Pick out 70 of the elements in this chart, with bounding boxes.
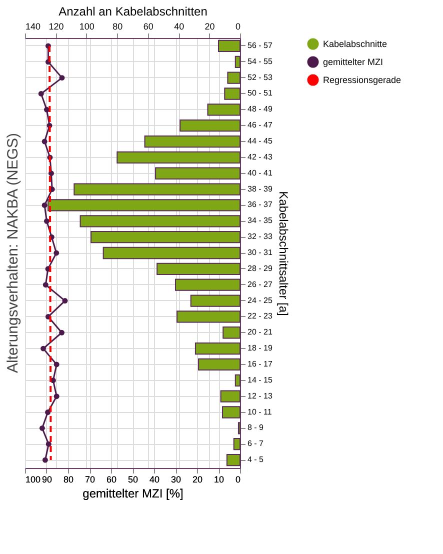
x-tick-label: 20 [192, 474, 203, 484]
x-tick-label: 70 [84, 474, 96, 484]
point [62, 298, 68, 304]
point [44, 218, 50, 224]
y-tick-label: 26 - 27 [248, 280, 273, 289]
legend-label: Kabelabschnitte [323, 39, 388, 49]
point [42, 457, 48, 463]
point [42, 202, 48, 208]
y-tick-label: 28 - 29 [248, 264, 273, 273]
x-tick-label: 90 [42, 474, 52, 484]
x-tick-label: 80 [63, 474, 74, 484]
point [54, 394, 60, 400]
point [45, 410, 51, 415]
y-tick-label: 52 - 53 [248, 72, 273, 82]
y-axis-title: Kabelabschnittsalter [a] [276, 191, 290, 316]
x2-axis-title: Anzahl an Kabelabschnitten [58, 4, 208, 18]
legend-label: gemittelter MZI [323, 57, 384, 67]
y-tick-label: 40 - 41 [248, 168, 273, 178]
y-tick-label: 46 - 47 [248, 120, 273, 130]
legend-label: Regressionsgerade [323, 75, 402, 85]
point [59, 330, 65, 336]
y-tick-label: 30 - 31 [248, 248, 273, 257]
y-tick-label: 42 - 43 [248, 152, 273, 162]
y-tick-label: 44 - 45 [248, 136, 273, 146]
point [59, 75, 65, 81]
point [42, 138, 48, 144]
x-tick-label: 0 [235, 474, 240, 484]
point [39, 425, 45, 431]
y-tick-label: 18 - 19 [248, 344, 273, 353]
point [38, 91, 44, 96]
x2-tick-label: 60 [143, 22, 154, 32]
y-tick-label: 10 - 11 [248, 407, 272, 416]
y-tick-label: 4 - 5 [248, 455, 264, 464]
y-tick-label: 32 - 33 [248, 232, 273, 242]
text: Alterungsverhalten: NAKBA (NEGS) [4, 132, 22, 374]
x2-tick-label: 40 [174, 22, 184, 32]
x-tick-label: 50 [128, 474, 138, 484]
y-tick-label: 48 - 49 [248, 104, 273, 114]
point [40, 346, 46, 352]
y-tick-label: 50 - 51 [248, 88, 273, 98]
y-tick-label: 24 - 25 [248, 296, 273, 305]
y-tick-label: 16 - 17 [248, 359, 273, 368]
y-tick-label: 56 - 57 [248, 40, 273, 50]
x2-tick-label: 20 [204, 22, 215, 32]
point [54, 362, 60, 368]
x2-tick-label: 120 [48, 22, 64, 32]
x2-tick-label: 100 [79, 22, 94, 32]
x-tick-label: 10 [214, 474, 224, 484]
x-axis-title: gemittelter MZI [%] [82, 486, 184, 500]
point [46, 441, 52, 447]
y-tick-label: 38 - 39 [248, 184, 273, 194]
y-tick-label: 20 - 21 [248, 328, 273, 337]
x-tick-label: 60 [106, 474, 117, 484]
point [42, 282, 48, 288]
y-tick-label: 22 - 23 [248, 312, 273, 321]
x2-tick-label: 80 [112, 22, 123, 32]
y-tick-label: 14 - 15 [248, 375, 273, 384]
y-tick-label: 36 - 37 [248, 200, 273, 210]
x-tick-label: 100 [26, 474, 41, 484]
y-tick-label: 54 - 55 [248, 56, 273, 66]
x-tick-label: 30 [170, 474, 182, 484]
y-tick-label: 8 - 9 [248, 423, 264, 432]
y-tick-label: 6 - 7 [248, 439, 264, 448]
y-tick-label: 12 - 13 [248, 391, 273, 400]
y-tick-label: 34 - 35 [248, 216, 273, 226]
point [48, 170, 54, 176]
point [54, 250, 60, 256]
x2-tick-label: 0 [235, 22, 240, 32]
x2-tick-label: 140 [26, 22, 41, 32]
x-tick-label: 40 [149, 474, 160, 484]
